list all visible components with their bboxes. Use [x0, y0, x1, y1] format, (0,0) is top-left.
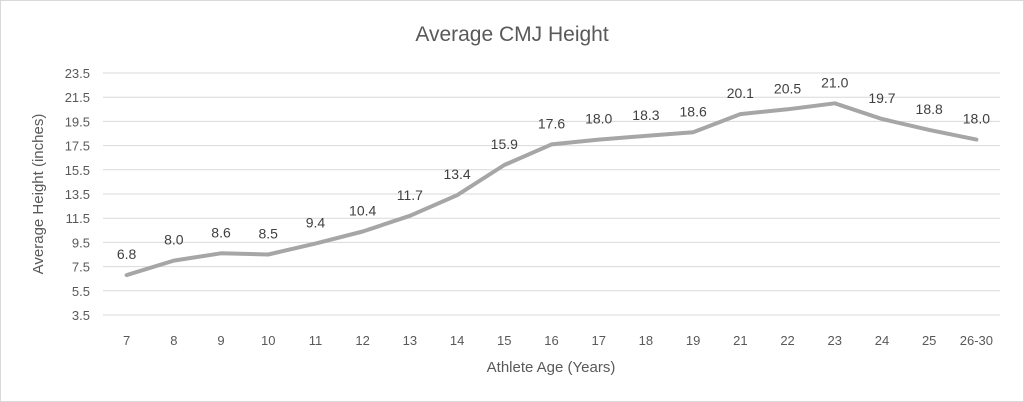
x-tick-label: 18 [639, 333, 653, 348]
x-tick-label: 19 [686, 333, 700, 348]
x-tick-label: 15 [497, 333, 511, 348]
y-tick-label: 13.5 [65, 187, 90, 202]
data-label: 17.6 [538, 115, 565, 131]
y-axis-title: Average Height (inches) [30, 114, 47, 275]
data-label: 15.9 [491, 136, 518, 152]
x-tick-label: 12 [355, 333, 369, 348]
data-label: 20.1 [727, 85, 754, 101]
x-tick-label: 21 [733, 333, 747, 348]
y-tick-label: 7.5 [72, 260, 90, 275]
x-tick-label: 11 [309, 333, 323, 348]
data-label: 11.7 [397, 187, 423, 203]
gridlines [103, 72, 1000, 316]
data-label: 18.3 [632, 107, 659, 123]
data-label: 10.4 [349, 203, 376, 219]
x-tick-label: 25 [922, 333, 936, 348]
x-tick-label: 17 [591, 333, 605, 348]
data-label: 18.6 [680, 103, 707, 119]
y-axis-ticks: 3.5 5.5 7.5 9.5 11.5 13.5 15.5 17.5 19.5 21.5 23.5 [65, 66, 90, 323]
x-tick-label: 16 [544, 333, 558, 348]
x-tick-label: 9 [217, 333, 224, 348]
data-label: 18.0 [585, 111, 612, 127]
data-label: 18.0 [963, 111, 990, 127]
x-axis-ticks: 7 8 9 10 11 12 13 14 15 16 17 18 19 21 22 23 24 25 26-30 [123, 333, 993, 348]
data-labels: 6.8 8.0 8.6 8.5 9.4 10.4 11.7 13.4 15.9 17.6 18.0 1… [117, 74, 990, 262]
series-layer [124, 101, 979, 278]
data-label: 21.0 [821, 74, 848, 90]
data-label: 8.6 [211, 224, 231, 240]
y-tick-label: 23.5 [65, 66, 90, 81]
data-label: 8.0 [164, 232, 184, 248]
x-tick-label: 24 [875, 333, 889, 348]
y-tick-label: 5.5 [72, 284, 90, 299]
x-tick-label: 26-30 [960, 333, 993, 348]
x-axis-title: Athlete Age (Years) [487, 359, 616, 376]
x-tick-label: 22 [780, 333, 794, 348]
series-line [124, 101, 979, 278]
x-tick-label: 14 [450, 333, 464, 348]
y-tick-label: 21.5 [65, 90, 90, 105]
y-tick-label: 9.5 [72, 235, 90, 250]
y-tick-label: 19.5 [65, 114, 90, 129]
data-label: 20.5 [774, 80, 801, 96]
y-tick-label: 15.5 [65, 163, 90, 178]
chart-title: Average CMJ Height [415, 23, 609, 46]
x-tick-label: 13 [403, 333, 417, 348]
y-tick-label: 11.5 [66, 211, 90, 226]
data-label: 6.8 [117, 246, 137, 262]
data-label: 9.4 [306, 215, 326, 231]
x-tick-label: 8 [170, 333, 177, 348]
y-tick-label: 17.5 [65, 139, 90, 154]
y-tick-label: 3.5 [72, 308, 90, 323]
x-tick-label: 7 [123, 333, 130, 348]
data-label: 19.7 [868, 90, 895, 106]
data-label: 13.4 [443, 166, 470, 182]
x-tick-label: 10 [261, 333, 275, 348]
data-label: 18.8 [916, 101, 943, 117]
x-tick-label: 23 [828, 333, 842, 348]
data-label: 8.5 [259, 226, 279, 242]
